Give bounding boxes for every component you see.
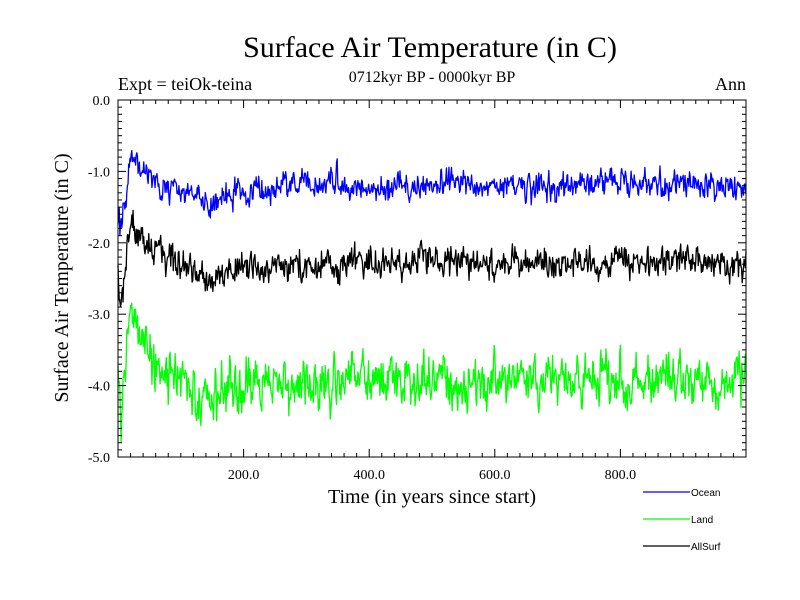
series-line-allsurf bbox=[117, 209, 747, 308]
experiment-label: Expt = teiOk-teina bbox=[118, 74, 252, 94]
x-tick-label: 200.0 bbox=[228, 468, 260, 483]
legend-label-allsurf: AllSurf bbox=[691, 542, 721, 553]
y-tick-label: -1.0 bbox=[88, 165, 110, 180]
x-tick-label: 800.0 bbox=[605, 468, 637, 483]
series-line-land bbox=[117, 302, 747, 443]
axis-ticks: 200.0 400.0 600.0 800.0 0.0 -1.0 -2.0 -3.0 -4.0 -… bbox=[88, 94, 746, 483]
y-tick-label: -2.0 bbox=[88, 237, 110, 252]
plot-area bbox=[117, 149, 747, 443]
x-axis-label: Time (in years since start) bbox=[328, 486, 536, 508]
legend: Ocean Land AllSurf bbox=[643, 488, 721, 553]
chart-title: Surface Air Temperature (in C) bbox=[243, 31, 617, 64]
y-tick-label: 0.0 bbox=[93, 94, 111, 109]
legend-label-ocean: Ocean bbox=[691, 488, 720, 499]
y-axis-label: Surface Air Temperature (in C) bbox=[51, 153, 73, 402]
chart-subtitle: 0712kyr BP - 0000kyr BP bbox=[349, 69, 516, 86]
y-tick-label: -5.0 bbox=[88, 451, 110, 466]
legend-label-land: Land bbox=[691, 515, 713, 526]
series-line-ocean bbox=[117, 149, 747, 236]
x-tick-label: 600.0 bbox=[479, 468, 511, 483]
y-tick-label: -4.0 bbox=[88, 380, 110, 395]
y-tick-label: -3.0 bbox=[88, 308, 110, 323]
x-tick-label: 400.0 bbox=[353, 468, 385, 483]
season-label: Ann bbox=[715, 74, 746, 94]
